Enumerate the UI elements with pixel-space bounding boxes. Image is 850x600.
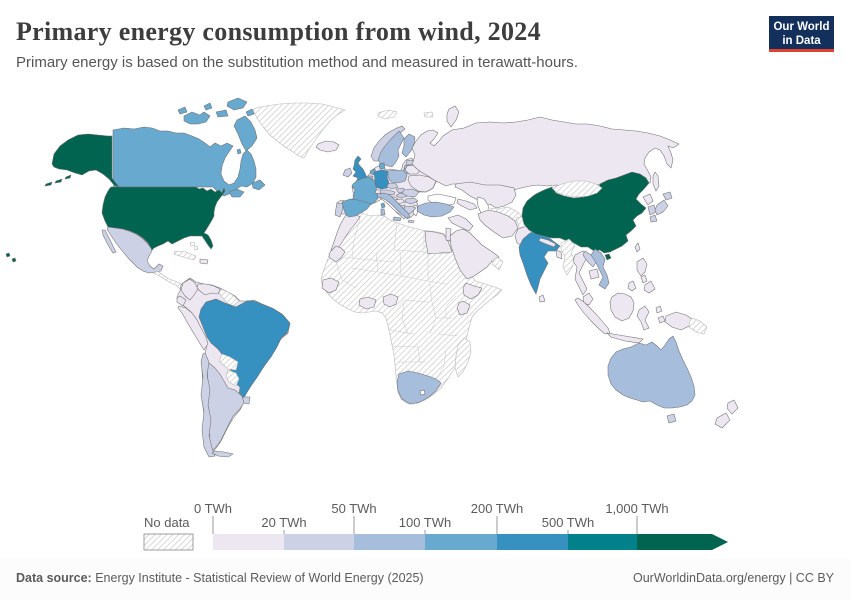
svg-text:20 TWh: 20 TWh (261, 515, 306, 530)
svg-text:50 TWh: 50 TWh (331, 501, 376, 516)
svg-text:1,000 TWh: 1,000 TWh (605, 501, 668, 516)
svg-text:100 TWh: 100 TWh (399, 515, 452, 530)
svg-text:0 TWh: 0 TWh (194, 501, 232, 516)
svg-text:200 TWh: 200 TWh (471, 501, 524, 516)
svg-text:No data: No data (144, 515, 190, 530)
svg-text:500 TWh: 500 TWh (542, 515, 595, 530)
